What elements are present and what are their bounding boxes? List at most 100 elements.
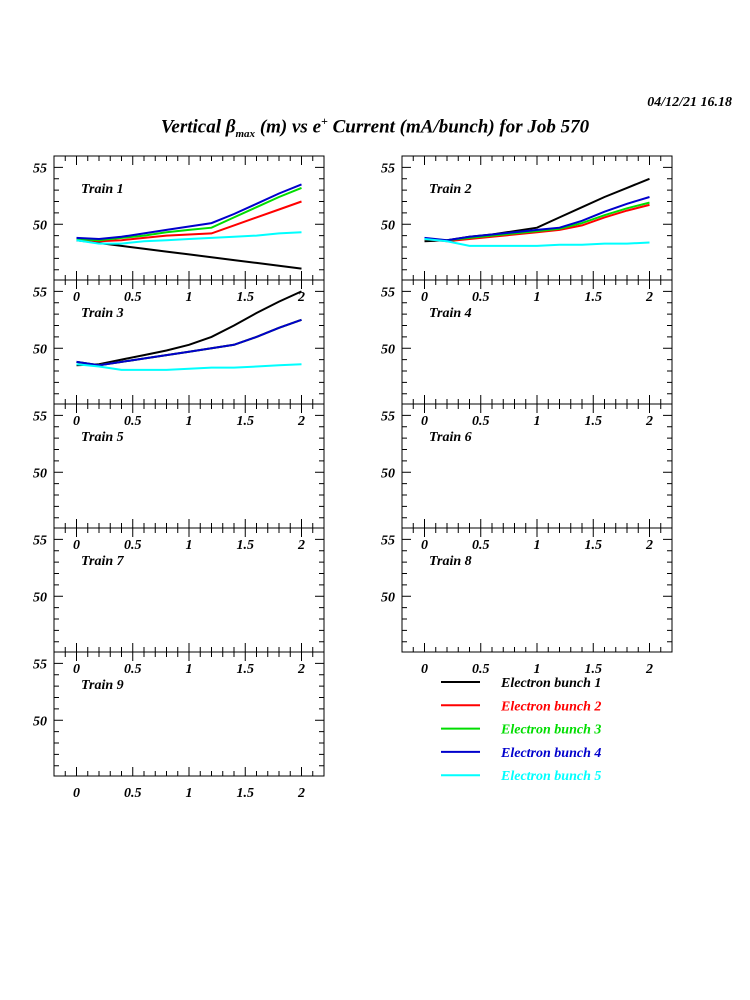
x-tick-label: 1.5 <box>237 538 255 553</box>
x-tick-label: 2 <box>645 662 653 677</box>
y-tick-label: 55 <box>33 657 47 672</box>
panel-frame <box>53 155 325 281</box>
series-line-bunch-4 <box>76 183 302 241</box>
x-tick-label: 2 <box>297 786 305 801</box>
panel-9: 0 0.5 1 1.5 2 55 50 Train 9 <box>33 651 325 801</box>
series-line-bunch-5 <box>76 231 302 245</box>
legend-label: Electron bunch 1 <box>500 676 601 691</box>
y-tick-label: 55 <box>33 533 47 548</box>
x-tick-label: 1 <box>186 290 193 305</box>
x-tick-label: 2 <box>297 662 305 677</box>
series-line-bunch-2 <box>76 318 302 367</box>
panel-label: Train 6 <box>429 430 472 445</box>
x-tick-label: 1.5 <box>585 414 603 429</box>
x-tick-label: 1 <box>186 662 193 677</box>
panel-label: Train 2 <box>429 182 472 197</box>
x-tick-label: 0 <box>421 662 428 677</box>
x-tick-label: 1.5 <box>585 290 603 305</box>
panel-label: Train 3 <box>81 306 124 321</box>
x-tick-label: 2 <box>297 414 305 429</box>
chart-title: Vertical βmax (m) vs e+ Current (mA/bunc… <box>0 114 750 140</box>
x-tick-label: 1 <box>534 538 541 553</box>
x-tick-label: 1 <box>186 538 193 553</box>
panel-label: Train 4 <box>429 306 472 321</box>
panel-label: Train 5 <box>81 430 124 445</box>
x-tick-label: 1.5 <box>585 662 603 677</box>
x-tick-label: 0.5 <box>124 538 142 553</box>
y-tick-label: 50 <box>33 218 47 233</box>
x-tick-label: 2 <box>297 538 305 553</box>
series-line-bunch-3 <box>76 318 302 367</box>
y-tick-label: 50 <box>33 466 47 481</box>
x-tick-label: 0 <box>73 538 80 553</box>
title-text: Vertical <box>160 116 226 138</box>
legend-label: Electron bunch 4 <box>500 746 601 761</box>
series-line-bunch-5 <box>76 363 302 371</box>
x-tick-label: 0 <box>73 662 80 677</box>
x-tick-label: 0 <box>73 786 80 801</box>
y-tick-label: 55 <box>381 533 395 548</box>
y-tick-label: 55 <box>381 161 395 176</box>
panel-label: Train 1 <box>81 182 124 197</box>
panel-8: 0 0.5 1 1.5 2 55 50 Train 8 <box>381 527 673 677</box>
timestamp: 04/12/21 16.18 <box>647 95 732 110</box>
series-line-bunch-1 <box>76 239 302 270</box>
title-text: (m) vs e <box>255 116 322 138</box>
series-line-bunch-2 <box>76 200 302 243</box>
series-line-bunch-4 <box>424 196 650 242</box>
title-text: Current (mA/bunch) for Job 570 <box>327 116 590 138</box>
y-tick-label: 55 <box>33 161 47 176</box>
y-tick-label: 50 <box>381 466 395 481</box>
panel-7: 0 0.5 1 1.5 2 55 50 Train 7 <box>33 527 325 677</box>
x-tick-label: 0 <box>421 538 428 553</box>
y-tick-label: 50 <box>33 342 47 357</box>
title-beta: β <box>225 116 236 138</box>
x-tick-label: 1 <box>534 290 541 305</box>
x-tick-label: 0.5 <box>472 414 490 429</box>
legend-label: Electron bunch 5 <box>500 769 601 784</box>
y-tick-label: 50 <box>33 714 47 729</box>
x-tick-label: 0 <box>421 290 428 305</box>
panel-label: Train 8 <box>429 554 472 569</box>
x-tick-label: 1.5 <box>585 538 603 553</box>
title-sup: + <box>321 114 328 128</box>
title-sub: max <box>235 128 256 141</box>
x-tick-label: 0.5 <box>472 290 490 305</box>
y-tick-label: 55 <box>381 285 395 300</box>
x-tick-label: 0.5 <box>124 414 142 429</box>
series-line-bunch-4 <box>76 318 302 367</box>
x-tick-label: 1.5 <box>237 662 255 677</box>
y-tick-label: 50 <box>381 342 395 357</box>
x-tick-label: 0 <box>73 414 80 429</box>
series-line-bunch-3 <box>76 186 302 242</box>
series-line-bunch-2 <box>424 203 650 243</box>
x-tick-label: 1 <box>186 786 193 801</box>
x-tick-label: 1.5 <box>237 414 255 429</box>
x-tick-label: 0.5 <box>124 290 142 305</box>
panel-2: 0 0.5 1 1.5 2 55 50 Train 2 <box>381 155 673 305</box>
x-tick-label: 1.5 <box>237 786 255 801</box>
x-tick-label: 0 <box>421 414 428 429</box>
x-tick-label: 0.5 <box>124 786 142 801</box>
y-tick-label: 50 <box>33 590 47 605</box>
x-tick-label: 0.5 <box>124 662 142 677</box>
panel-frame <box>401 155 673 281</box>
x-tick-label: 0.5 <box>472 662 490 677</box>
y-tick-label: 55 <box>33 285 47 300</box>
legend-label: Electron bunch 2 <box>500 699 601 714</box>
legend: Electron bunch 1 Electron bunch 2 Electron… <box>441 676 601 784</box>
x-tick-label: 2 <box>645 290 653 305</box>
x-tick-label: 2 <box>645 414 653 429</box>
x-tick-label: 2 <box>645 538 653 553</box>
x-tick-label: 1 <box>186 414 193 429</box>
x-tick-label: 1 <box>534 414 541 429</box>
x-tick-label: 1.5 <box>237 290 255 305</box>
panel-label: Train 9 <box>81 678 124 693</box>
x-tick-label: 0.5 <box>472 538 490 553</box>
y-tick-label: 55 <box>381 409 395 424</box>
y-tick-label: 50 <box>381 590 395 605</box>
x-tick-label: 0 <box>73 290 80 305</box>
panel-label: Train 7 <box>81 554 125 569</box>
panel-4: 0 0.5 1 1.5 2 55 50 Train 4 <box>381 279 673 429</box>
